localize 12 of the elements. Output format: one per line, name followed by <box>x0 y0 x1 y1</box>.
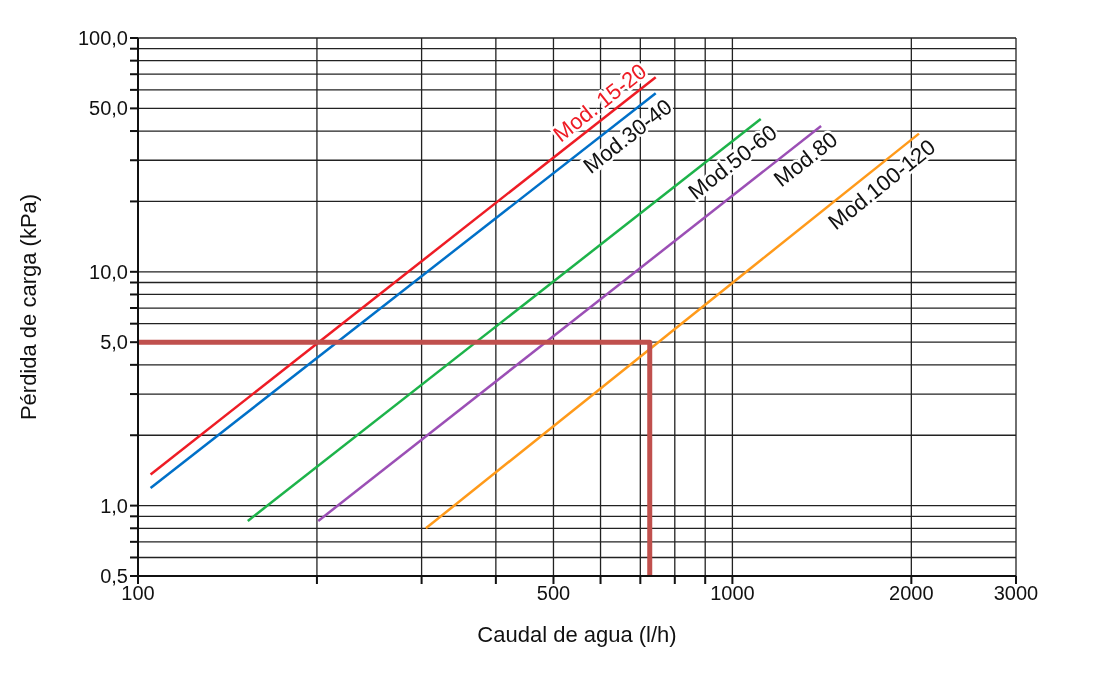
y-tick-label: 50,0 <box>89 97 128 120</box>
x-tick-label: 500 <box>536 582 571 605</box>
y-tick-label: 5,0 <box>100 331 128 354</box>
x-tick-label: 2000 <box>889 582 934 605</box>
x-tick-label: 3000 <box>993 582 1039 605</box>
y-axis-title: Pérdida de carga (kPa) <box>15 193 41 421</box>
y-tick-label: 1,0 <box>100 494 128 517</box>
x-axis-title: Caudal de agua (l/h) <box>477 622 677 647</box>
y-tick-label: 100,0 <box>77 27 128 50</box>
x-tick-label: 1000 <box>710 582 755 605</box>
x-tick-label: 100 <box>121 582 155 605</box>
y-tick-label: 10,0 <box>89 260 128 283</box>
